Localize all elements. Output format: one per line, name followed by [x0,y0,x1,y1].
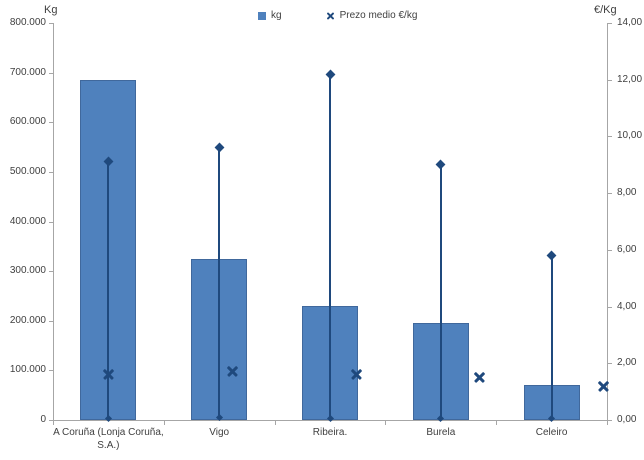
secondary-axis-tick-label: 0,00 [617,414,637,425]
right-axis-tick [608,363,612,365]
max-diamond-marker [325,69,335,79]
left-axis-title: Kg [44,4,58,16]
x-axis-tick [163,421,165,425]
highlow-line [107,161,110,419]
mean-x-marker [597,379,610,392]
right-axis-tick [608,193,612,195]
left-axis-tick [49,23,53,24]
x-axis-tick [385,421,387,425]
y-axis-tick-label: 200.000 [9,314,46,326]
legend-label-price: Prezo medio €/kg [339,10,418,21]
mean-x-marker [350,368,363,381]
right-axis-line [607,23,608,421]
max-diamond-marker [546,250,557,261]
x-axis-tick [274,421,276,425]
legend-item-kg: kg [258,10,282,21]
left-axis-tick [49,122,53,124]
left-axis-tick [49,221,53,223]
right-axis-tick [608,79,612,81]
highlow-line [550,255,553,419]
right-axis-title: €/Kg [594,4,617,16]
mean-x-marker [473,371,486,384]
secondary-axis-tick-label: 2,00 [617,357,637,369]
secondary-axis-tick-label: 14,00 [617,17,643,28]
x-axis-tick [496,421,498,425]
mean-x-marker [226,365,239,378]
secondary-axis-tick-label: 12,00 [617,73,643,85]
y-axis-tick-label: 800.000 [9,17,46,28]
secondary-axis-tick-label: 8,00 [617,187,637,199]
category-label: Ribeira. [312,427,348,438]
y-axis-tick-label: 500.000 [9,165,46,177]
legend: kg Prezo medio €/kg [258,10,417,21]
left-axis-tick [49,72,53,74]
category-label: Vigo [209,427,230,438]
left-axis-tick [49,271,53,273]
y-axis-tick-label: 700.000 [9,66,46,78]
x-axis-tick [53,421,54,425]
kg-series-swatch-icon [258,11,266,20]
min-diamond-marker [326,415,334,423]
x-axis-tick [607,421,608,425]
y-axis-tick-label: 300.000 [9,265,46,277]
left-axis-tick [49,171,53,173]
highlow-line [329,74,331,419]
right-axis-tick [608,23,612,24]
secondary-axis-tick-label: 6,00 [617,243,637,255]
y-axis-tick-label: 0 [40,414,46,425]
secondary-axis-tick-label: 10,00 [617,130,643,142]
y-axis-tick-label: 400.000 [9,215,46,227]
right-axis-tick [608,420,612,421]
left-axis-tick [49,370,53,372]
category-label: Burela [426,427,456,438]
right-axis-tick [608,249,612,251]
legend-label-kg: kg [271,10,282,21]
legend-item-price: Prezo medio €/kg [326,10,418,21]
left-axis-tick [49,320,53,322]
y-axis-tick-label: 600.000 [9,116,46,128]
left-axis-line [53,23,54,421]
highlow-line [218,147,221,418]
highlow-line [439,164,442,419]
category-label: A Coruña (Lonja Coruña, S.A.) [53,427,164,451]
y-axis-tick-label: 100.000 [9,364,46,376]
max-diamond-marker [214,142,225,153]
max-diamond-marker [435,159,446,170]
right-axis-tick [608,136,612,138]
secondary-axis-tick-label: 4,00 [617,300,637,312]
right-axis-tick [608,306,612,308]
left-axis-tick [49,420,53,421]
category-label: Celeiro [535,427,568,438]
mean-x-marker [102,368,115,381]
